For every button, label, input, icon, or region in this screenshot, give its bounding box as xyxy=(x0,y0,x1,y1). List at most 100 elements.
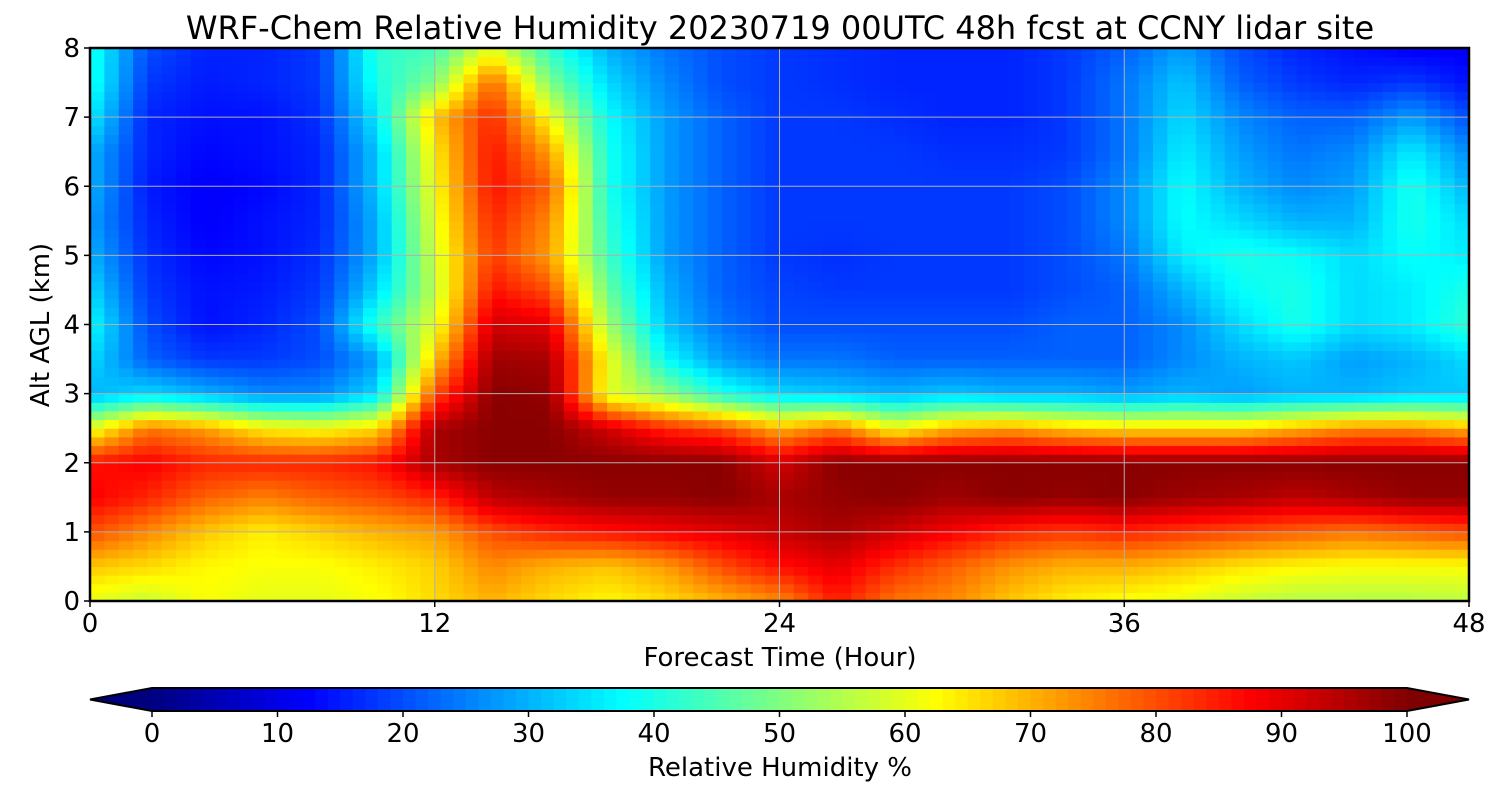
heatmap-cell xyxy=(1109,350,1125,360)
heatmap-cell xyxy=(1310,531,1326,542)
heatmap-cell xyxy=(635,281,651,291)
heatmap-cell xyxy=(348,497,364,507)
heatmap-cell xyxy=(1095,523,1111,533)
heatmap-cell xyxy=(406,298,421,308)
heatmap-cell xyxy=(1296,333,1312,343)
heatmap-cell xyxy=(937,393,953,403)
heatmap-cell xyxy=(1124,341,1140,352)
heatmap-cell xyxy=(621,194,637,205)
heatmap-cell xyxy=(1152,307,1168,317)
heatmap-cell xyxy=(851,160,867,170)
heatmap-cell xyxy=(233,402,249,412)
heatmap-cell xyxy=(793,307,809,317)
heatmap-cell xyxy=(305,367,321,377)
heatmap-cell xyxy=(233,203,249,213)
heatmap-cell xyxy=(420,246,436,256)
heatmap-cell xyxy=(994,531,1010,542)
heatmap-cell xyxy=(1009,151,1025,161)
heatmap-cell xyxy=(664,454,680,464)
heatmap-cell xyxy=(1009,462,1025,472)
heatmap-cell xyxy=(836,393,852,403)
heatmap-cell xyxy=(434,436,450,447)
heatmap-cell xyxy=(420,151,436,161)
heatmap-cell xyxy=(434,350,450,360)
heatmap-cell xyxy=(564,367,579,377)
heatmap-cell xyxy=(592,384,608,395)
heatmap-cell xyxy=(219,229,235,239)
heatmap-cell xyxy=(1023,281,1039,291)
heatmap-cell xyxy=(377,281,393,291)
heatmap-cell xyxy=(664,186,680,196)
heatmap-cell xyxy=(1038,359,1054,369)
heatmap-cell xyxy=(420,488,436,498)
heatmap-cell xyxy=(607,488,623,498)
heatmap-cell xyxy=(1397,151,1413,161)
heatmap-cell xyxy=(262,384,278,395)
heatmap-cell xyxy=(966,212,982,222)
heatmap-cell xyxy=(535,333,551,343)
heatmap-cell xyxy=(1454,393,1470,403)
heatmap-cell xyxy=(693,454,709,464)
heatmap-cell xyxy=(736,264,752,274)
heatmap-cell xyxy=(1109,281,1125,291)
heatmap-cell xyxy=(880,454,896,464)
heatmap-cell xyxy=(994,454,1010,464)
heatmap-cell xyxy=(1023,359,1039,369)
heatmap-cell xyxy=(1109,289,1125,300)
heatmap-cell xyxy=(1296,376,1312,386)
heatmap-cell xyxy=(722,410,737,421)
heatmap-cell xyxy=(276,575,292,585)
heatmap-cell xyxy=(865,419,881,429)
heatmap-cell xyxy=(793,384,809,395)
heatmap-cell xyxy=(1440,246,1456,256)
heatmap-cell xyxy=(1440,281,1456,291)
heatmap-cell xyxy=(549,229,565,239)
heatmap-cell xyxy=(104,454,120,464)
heatmap-cell xyxy=(836,523,852,533)
heatmap-cell xyxy=(219,160,235,170)
heatmap-cell xyxy=(492,367,508,377)
heatmap-cell xyxy=(535,160,551,170)
heatmap-cell xyxy=(176,289,192,300)
heatmap-cell xyxy=(1325,557,1341,568)
heatmap-cell xyxy=(1425,212,1441,222)
heatmap-cell xyxy=(1354,264,1370,274)
heatmap-cell xyxy=(750,177,766,187)
heatmap-cell xyxy=(607,315,623,326)
heatmap-cell xyxy=(161,341,177,352)
heatmap-cell xyxy=(434,255,450,265)
heatmap-cell xyxy=(1339,514,1355,524)
heatmap-cell xyxy=(449,566,465,576)
heatmap-cell xyxy=(765,359,781,369)
heatmap-cell xyxy=(104,359,120,369)
heatmap-cell xyxy=(305,402,321,412)
heatmap-cell xyxy=(880,557,896,568)
heatmap-cell xyxy=(1310,462,1326,472)
heatmap-cell xyxy=(348,203,364,213)
heatmap-cell xyxy=(449,540,465,550)
heatmap-cell xyxy=(1425,557,1441,568)
heatmap-cell xyxy=(1382,376,1398,386)
heatmap-cell xyxy=(1196,212,1212,222)
heatmap-cell xyxy=(1296,307,1312,317)
heatmap-cell xyxy=(463,359,479,369)
heatmap-cell xyxy=(1411,488,1427,498)
heatmap-cell xyxy=(276,445,292,455)
heatmap-cell xyxy=(650,497,666,507)
heatmap-cell xyxy=(707,307,723,317)
heatmap-cell xyxy=(1023,428,1039,438)
heatmap-cell xyxy=(276,402,292,412)
heatmap-cell xyxy=(1210,514,1226,524)
heatmap-cell xyxy=(693,436,709,447)
heatmap-cell xyxy=(951,264,967,274)
heatmap-cell xyxy=(1210,531,1226,542)
heatmap-cell xyxy=(449,350,465,360)
heatmap-cell xyxy=(1310,359,1326,369)
heatmap-cell xyxy=(334,220,350,231)
heatmap-cell xyxy=(923,410,939,421)
heatmap-cell xyxy=(880,160,896,170)
heatmap-cell xyxy=(1440,255,1456,265)
heatmap-cell xyxy=(406,220,421,231)
heatmap-cell xyxy=(951,514,967,524)
heatmap-cell xyxy=(248,307,263,317)
